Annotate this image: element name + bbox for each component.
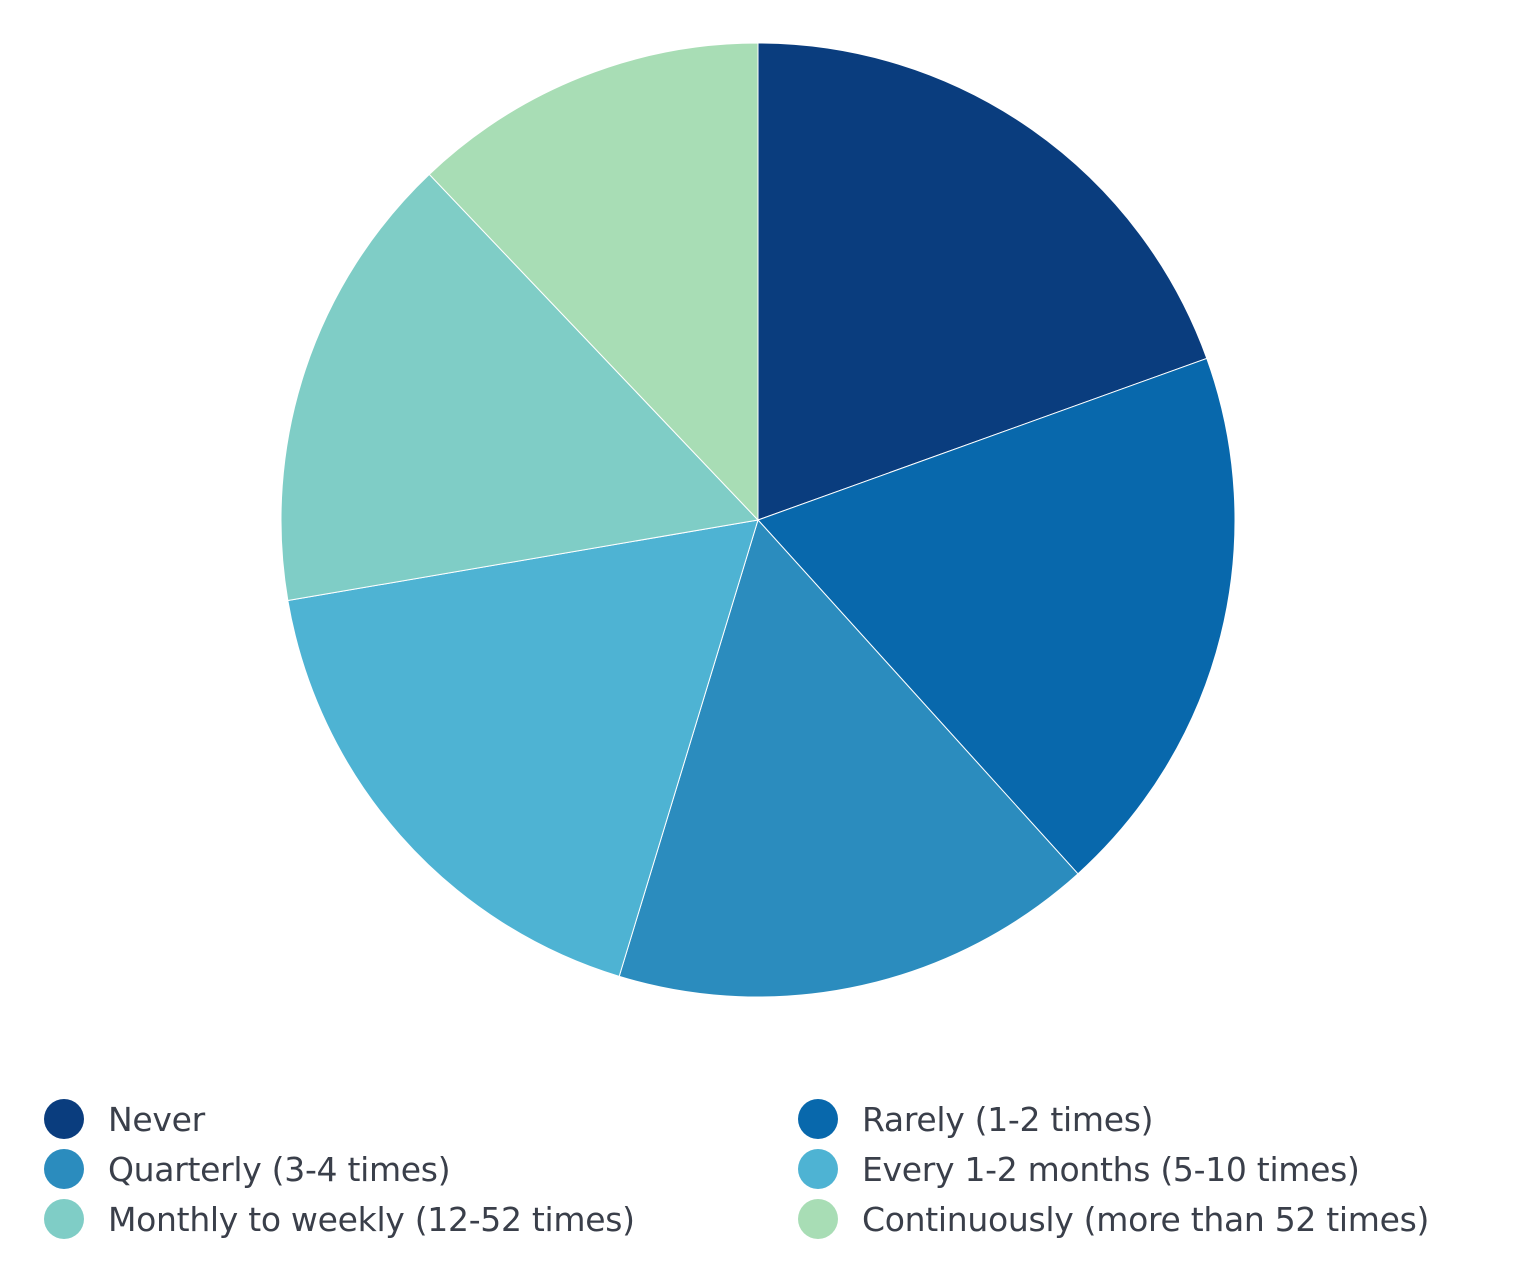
pie-slice-monthly-to-weekly-12-52-times bbox=[280, 173, 760, 602]
legend-swatch-continuously bbox=[798, 1199, 838, 1239]
pie-slice-quarterly-3-4-times bbox=[618, 519, 1079, 998]
legend-swatch-rarely bbox=[798, 1099, 838, 1139]
legend-item-continuously: Continuously (more than 52 times) bbox=[798, 1194, 1504, 1244]
pie-slices bbox=[280, 42, 1236, 998]
legend-label-monthly-to-weekly: Monthly to weekly (12-52 times) bbox=[108, 1199, 635, 1239]
legend-item-every-1-2-months: Every 1-2 months (5-10 times) bbox=[798, 1144, 1504, 1194]
legend-swatch-every-1-2-months bbox=[798, 1149, 838, 1189]
legend-swatch-quarterly bbox=[44, 1149, 84, 1189]
legend-label-quarterly: Quarterly (3-4 times) bbox=[108, 1149, 451, 1189]
pie-slice-continuously-more-than-52-times bbox=[428, 42, 759, 522]
pie-chart bbox=[280, 42, 1236, 998]
legend-label-continuously: Continuously (more than 52 times) bbox=[862, 1199, 1430, 1239]
legend-item-rarely: Rarely (1-2 times) bbox=[798, 1094, 1504, 1144]
legend-item-monthly-to-weekly: Monthly to weekly (12-52 times) bbox=[44, 1194, 798, 1244]
legend-label-never: Never bbox=[108, 1099, 205, 1139]
pie-slice-rarely-1-2-times bbox=[757, 357, 1236, 875]
pie-slice-never bbox=[757, 42, 1208, 521]
legend: Never Rarely (1-2 times) Quarterly (3-4 … bbox=[44, 1094, 1504, 1244]
legend-swatch-monthly-to-weekly bbox=[44, 1199, 84, 1239]
legend-swatch-never bbox=[44, 1099, 84, 1139]
legend-item-quarterly: Quarterly (3-4 times) bbox=[44, 1144, 798, 1194]
legend-label-rarely: Rarely (1-2 times) bbox=[862, 1099, 1154, 1139]
legend-item-never: Never bbox=[44, 1094, 798, 1144]
pie-slice-every-1-2-months-5-10-times bbox=[287, 519, 759, 977]
legend-label-every-1-2-months: Every 1-2 months (5-10 times) bbox=[862, 1149, 1360, 1189]
